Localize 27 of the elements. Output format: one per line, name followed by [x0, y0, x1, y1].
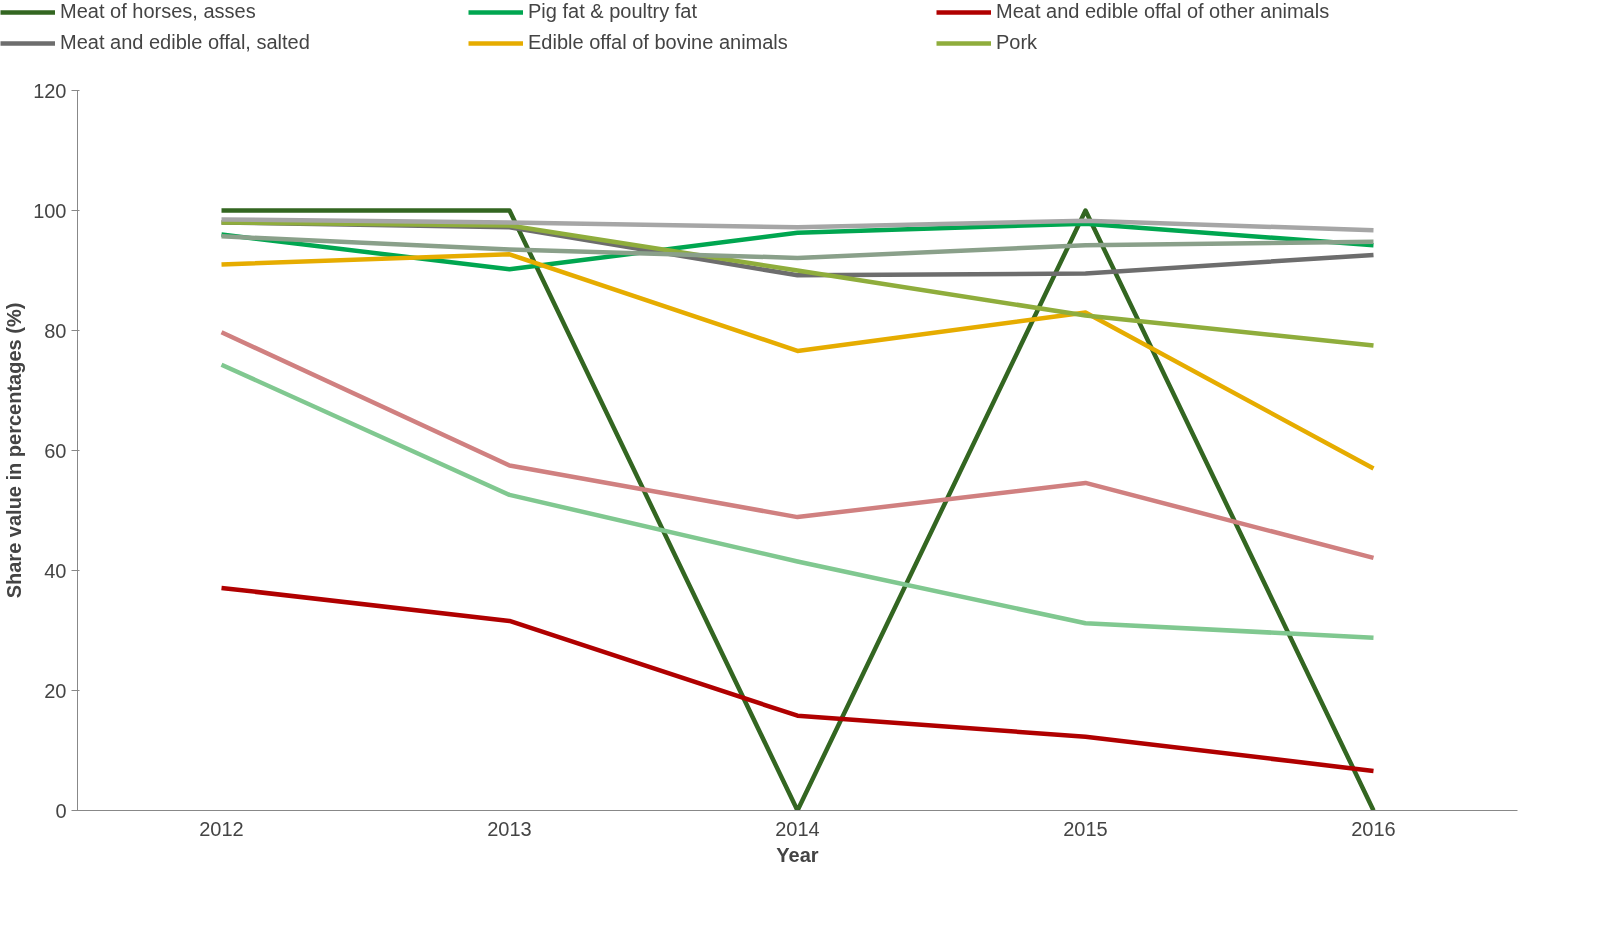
line-series: [219, 220, 1376, 348]
legend-label: Meat and edible offal, salted: [60, 31, 311, 54]
y-axis-title: Share value in percentages (%): [3, 302, 26, 599]
y-tick-label: 20: [44, 679, 67, 702]
y-tick-label: 40: [44, 559, 67, 582]
x-tick-label: 2016: [1351, 817, 1396, 840]
line-series: [219, 252, 1376, 471]
line-series: [219, 585, 1376, 774]
legend-label: Pig fat & poultry fat: [528, 0, 698, 23]
line-series: [219, 234, 1376, 261]
x-axis-title: Year: [776, 843, 819, 866]
legend-label: Pork: [996, 31, 1039, 54]
y-tick-label: 120: [33, 79, 67, 102]
legend-label: Meat and edible offal of other animals: [996, 0, 1331, 23]
x-tick-label: 2012: [199, 817, 244, 840]
y-tick-label: 0: [55, 799, 67, 822]
x-tick-label: 2013: [487, 817, 532, 840]
line-series: [219, 217, 1376, 233]
y-tick-label: 60: [44, 439, 67, 462]
x-tick-label: 2015: [1063, 817, 1108, 840]
line-series: [219, 330, 1376, 561]
line-series: [219, 362, 1376, 640]
y-tick-label: 100: [33, 199, 67, 222]
x-tick-label: 2014: [775, 817, 820, 840]
y-tick-label: 80: [44, 319, 67, 342]
legend-label: Edible offal of bovine animals: [528, 31, 789, 54]
legend-label: Meat of horses, asses: [60, 0, 257, 23]
